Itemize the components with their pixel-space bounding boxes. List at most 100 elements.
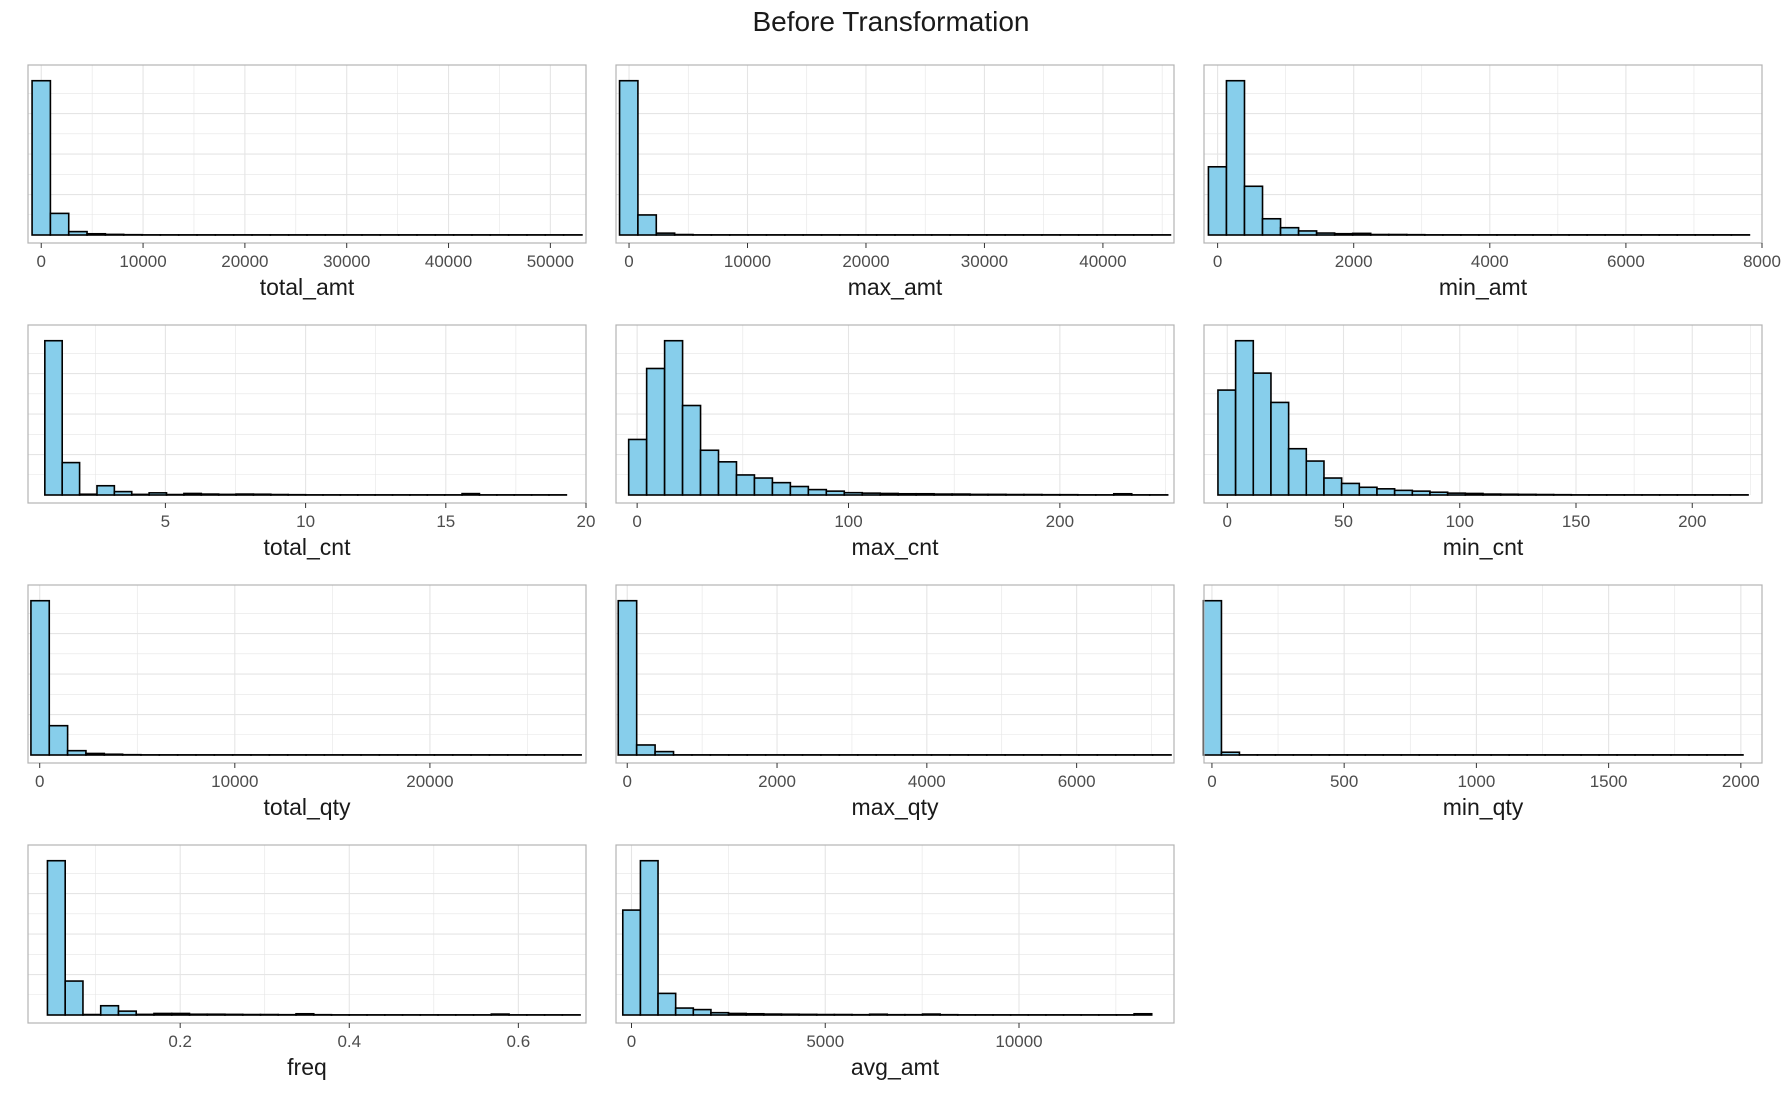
x-tick-label: 200 (1678, 512, 1706, 531)
x-tick-label: 2000 (1335, 252, 1373, 271)
x-tick-label: 8000 (1743, 252, 1781, 271)
histogram-bar (780, 1013, 800, 1016)
histogram-bar (1315, 232, 1336, 236)
histogram-bar (1429, 491, 1449, 496)
x-axis-title: min_amt (1439, 274, 1528, 300)
panel-background (616, 65, 1174, 235)
histogram-bar (1351, 232, 1372, 236)
panel-border (27, 324, 587, 504)
histogram-panel-max-cnt: 0 100 200 max_cnt (615, 324, 1175, 560)
histogram-bar (861, 492, 882, 496)
histogram-panel-min-qty: 0 500 1000 1500 2000 min_qty (1202, 584, 1763, 820)
histogram-bar (1517, 493, 1537, 496)
panel-border (27, 844, 587, 1024)
x-tick-label: 150 (1562, 512, 1590, 531)
histogram-bar (1358, 486, 1378, 496)
x-tick-label: 500 (1330, 772, 1358, 791)
histogram-bar (130, 493, 150, 496)
histogram-panel-max-qty: 0 2000 4000 6000 max_qty (615, 584, 1175, 820)
histogram-bar (217, 493, 237, 496)
histogram-bars (46, 859, 581, 1016)
x-tick-label: 5000 (806, 1032, 844, 1051)
histogram-bar (1133, 1012, 1153, 1016)
x-tick-label: 40000 (425, 252, 472, 271)
histogram-bar (1482, 493, 1502, 496)
histogram-bar (657, 992, 677, 1016)
histogram-bar (1464, 492, 1484, 496)
x-axis-ticks: 0 100 200 (632, 503, 1074, 531)
x-axis-ticks: 0 10000 20000 (35, 763, 454, 791)
x-tick-label: 20000 (842, 252, 889, 271)
panel-border (1203, 584, 1763, 764)
histogram-bar (461, 492, 481, 496)
histogram-panel-freq: 0.2 0.4 0.6 freq (27, 844, 587, 1080)
histogram-bar (1279, 226, 1300, 236)
x-tick-label: 10000 (995, 1032, 1042, 1051)
panel-border (1203, 324, 1763, 504)
panel-border (615, 324, 1175, 504)
histogram-bar (135, 1013, 155, 1016)
histogram-bars (44, 339, 568, 496)
histogram-bar (843, 491, 864, 496)
histogram-bar (46, 859, 66, 1016)
x-tick-label: 0 (1213, 252, 1222, 271)
x-tick-label: 30000 (323, 252, 370, 271)
histogram-bar (49, 212, 70, 236)
histogram-bar (1305, 460, 1325, 496)
x-axis-ticks: 0.2 0.4 0.6 (168, 1023, 530, 1051)
histogram-bar (1287, 447, 1308, 496)
x-axis-ticks: 0 10000 20000 30000 40000 (624, 243, 1127, 271)
x-axis-ticks: 5 10 15 20 (161, 503, 596, 531)
histogram-bar (987, 493, 1007, 496)
x-tick-label: 0 (623, 772, 632, 791)
histogram-bar (753, 477, 774, 496)
gridlines (616, 585, 1174, 755)
x-tick-label: 10000 (724, 252, 771, 271)
x-tick-label: 6000 (1058, 772, 1096, 791)
histogram-bars (1217, 339, 1749, 496)
histogram-panel-avg-amt: 0 5000 10000 avg_amt (615, 844, 1175, 1080)
histogram-bar (99, 1004, 120, 1016)
x-tick-label: 40000 (1079, 252, 1126, 271)
histogram-bar (103, 753, 124, 756)
histogram-bar (1225, 79, 1246, 236)
x-axis-title: min_cnt (1443, 534, 1524, 560)
histogram-bar (104, 233, 125, 236)
histogram-bar (727, 1012, 747, 1016)
x-tick-label: 20000 (221, 252, 268, 271)
histogram-bar (117, 1010, 138, 1016)
x-tick-label: 50 (1334, 512, 1353, 531)
x-axis-title: freq (287, 1054, 327, 1080)
histogram-bar (183, 492, 203, 496)
x-axis-ticks: 0 10000 20000 30000 40000 50000 (37, 243, 574, 271)
x-tick-label: 50000 (527, 252, 574, 271)
histogram-bar (735, 474, 756, 496)
histogram-bar (153, 1012, 173, 1016)
x-axis-title: max_cnt (852, 534, 940, 560)
histogram-bar (1220, 751, 1241, 756)
x-tick-label: 0 (632, 512, 641, 531)
histogram-bar (674, 1007, 695, 1016)
panel-border (615, 584, 1175, 764)
x-tick-label: 0 (627, 1032, 636, 1051)
x-axis-ticks: 0 50 100 150 200 (1223, 503, 1706, 531)
histogram-bar (637, 214, 658, 236)
x-tick-label: 30000 (961, 252, 1008, 271)
histogram-bar (1340, 482, 1361, 496)
panel-border (615, 64, 1175, 244)
x-tick-label: 20 (577, 512, 596, 531)
histogram-bar (933, 493, 953, 496)
x-axis-ticks: 0 2000 4000 6000 8000 (1213, 243, 1781, 271)
histogram-bar (200, 493, 220, 496)
x-tick-label: 0.6 (507, 1032, 531, 1051)
histogram-bar (921, 1013, 941, 1016)
x-tick-label: 1500 (1590, 772, 1628, 791)
histogram-bar (692, 1008, 712, 1016)
histogram-bar (235, 493, 255, 496)
x-axis-title: max_amt (848, 274, 943, 300)
x-tick-label: 200 (1046, 512, 1074, 531)
x-axis-title: total_cnt (264, 534, 352, 560)
panel-border (27, 584, 587, 764)
x-tick-label: 15 (436, 512, 455, 531)
histogram-bars (618, 79, 1172, 236)
